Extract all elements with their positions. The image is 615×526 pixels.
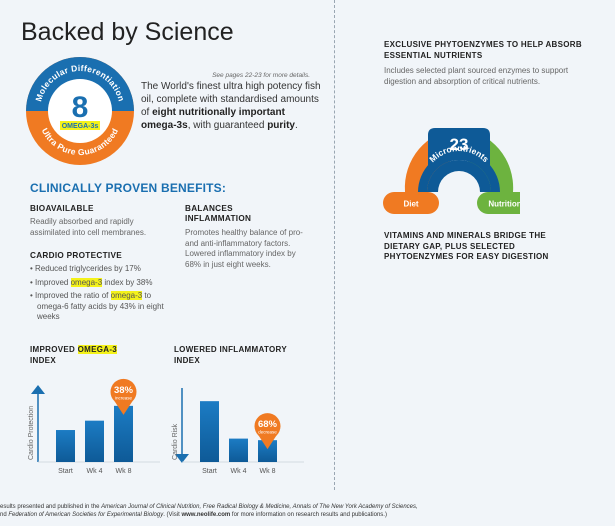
diet-pill [383,192,439,214]
omega-badge: Molecular Differentiation Ultra Pure Gua… [26,57,134,165]
annotation-pin [110,378,137,405]
bar-wk-4 [85,420,104,462]
annotation-value: 68% [258,419,278,430]
bar-wk-4 [229,438,248,462]
diet-label: Diet [403,200,418,209]
annotation-label: decrease [258,430,277,435]
badge-label-highlight [60,121,100,130]
x-tick-label: Start [58,468,73,475]
chart1-omega3-index: Cardio Protection Start Wk 4 Wk 8 38%increas… [28,378,160,475]
balances-text: Promotes healthy balance of pro- and ant… [185,228,303,269]
annotation-pin [254,413,281,440]
chart2-inflammatory-index: Cardio Risk Start Wk 4 Wk 8 68%decrease [172,388,304,475]
chart2-title: LOWERED INFLAMMATORY INDEX [174,345,287,365]
nutrition-label: Nutrition [488,200,520,209]
x-tick-label: Wk 8 [116,468,132,475]
y-axis-label: Cardio Risk [172,423,179,460]
phytoenzymes-heading: EXCLUSIVE PHYTOENZYMES TO HELP ABSORB ES… [384,40,582,60]
cardio-heading: CARDIO PROTECTIVE [30,251,122,260]
badge-number: 8 [72,91,89,124]
column-divider [334,0,335,490]
annotation-label: increase [115,395,133,400]
y-axis-arrow-up [31,385,45,394]
bioavailable-text: Readily absorbed and rapidly assimilated… [30,217,147,237]
bar-start [56,430,75,462]
cardio-item: • Improved omega-3 index by 38% [30,277,153,287]
x-tick-label: Wk 8 [260,468,276,475]
cardio-item: • Improved the ratio of omega-3 to omega… [30,291,164,321]
benefits-title: CLINICALLY PROVEN BENEFITS: [30,181,227,195]
annotation-pin-tip [114,400,133,415]
phytoenzymes-text: Includes selected plant sourced enzymes … [384,66,569,86]
y-axis-label: Cardio Protection [28,406,35,460]
chart1-title: IMPROVED OMEGA-3 INDEX [30,345,118,365]
bioavailable-heading: BIOAVAILABLE [30,204,94,213]
x-tick-label: Start [202,468,217,475]
nutrition-pill [477,192,520,214]
bar-start [200,401,219,462]
annotation-value: 38% [114,385,134,396]
badge-center-label: OMEGA-3s [62,123,99,130]
bar-wk-8 [114,405,133,462]
arch-inner-band [427,160,491,192]
annotation-pin-tip [258,435,277,450]
x-tick-label: Wk 4 [231,468,247,475]
arch-blue-band [418,151,500,192]
x-tick-label: Wk 4 [87,468,103,475]
arch-number: 23 [450,135,469,154]
footnote: esults presented and published in the Am… [0,504,418,518]
cardio-item: • Reduced triglycerides by 17% [30,264,141,273]
arch-number-block [428,128,490,166]
intro-note: See pages 22-23 for more details. [212,72,310,79]
y-axis-arrow-down [175,454,189,463]
bar-wk-8 [258,440,277,462]
cardio-list: • Reduced triglycerides by 17% • Improve… [30,264,180,326]
balances-heading: BALANCES INFLAMMATION [185,204,252,223]
micronutrients-arch: 23 Micronutrients Diet Nutrition [383,128,520,214]
intro-text: The World's finest ultra high potency fi… [141,81,321,131]
page-title: Backed by Science [21,18,234,46]
vitamins-heading: VITAMINS AND MINERALS BRIDGE THE DIETARY… [384,231,549,261]
